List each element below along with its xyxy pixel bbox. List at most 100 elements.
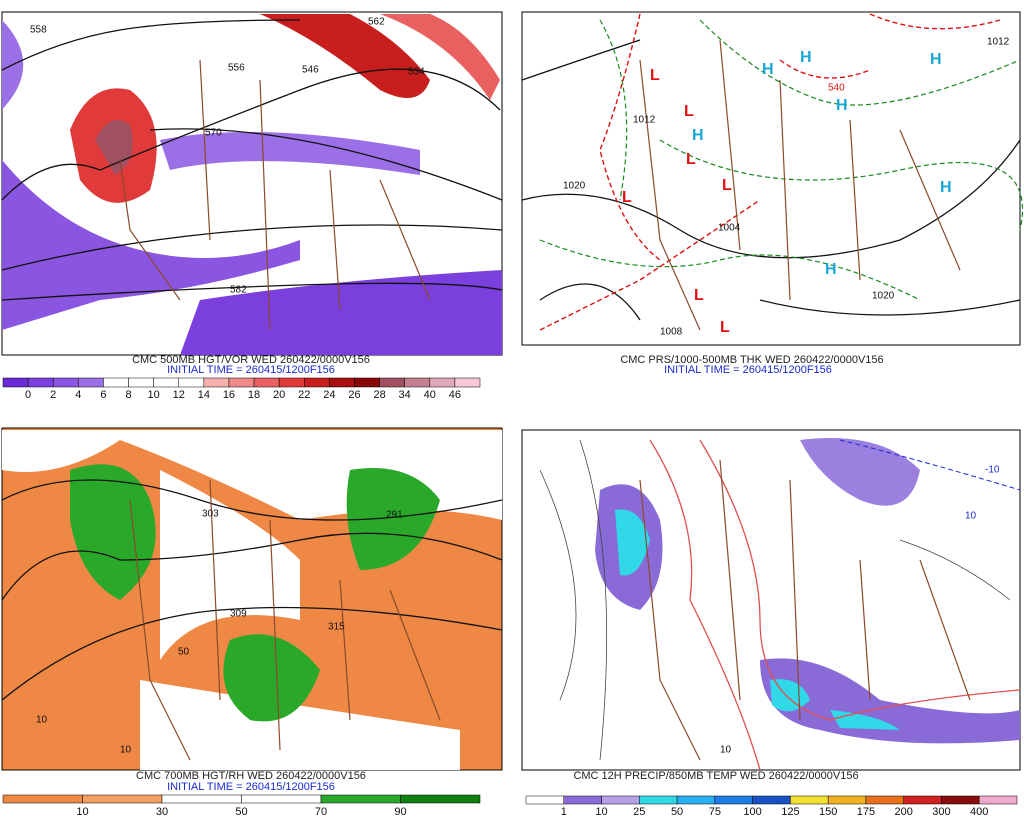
- colorbar-swatch: [78, 377, 104, 388]
- pressure-contour: [539, 439, 1011, 761]
- colorbar-label: 16: [223, 389, 235, 401]
- high-marker: H: [825, 261, 837, 278]
- colorbar-label: 25: [633, 806, 645, 818]
- colorbar-label: 4: [75, 389, 81, 401]
- contour-label: 558: [30, 25, 47, 36]
- colorbar-label: 300: [932, 806, 950, 818]
- colorbar-swatch: [82, 794, 163, 804]
- contour-label: 1012: [633, 115, 656, 126]
- thickness-contour: [539, 19, 1024, 301]
- colorbar-swatch: [525, 795, 565, 805]
- height-contour: [1, 224, 503, 271]
- rh-area: [70, 464, 156, 600]
- contour-label: 1012: [987, 37, 1010, 48]
- contour-label: 562: [368, 17, 385, 28]
- colorbar-label: 30: [156, 806, 168, 818]
- contour-label: 309: [230, 609, 247, 620]
- colorbar-label: 125: [781, 806, 799, 818]
- colorbar-swatch: [865, 795, 904, 805]
- colorbar: 10 30 50 70 90: [2, 794, 481, 818]
- contour-label: 570: [205, 128, 222, 139]
- panel-vorticity: 558 556 546 534 570 582 562 CMC 500MB HG…: [1, 11, 503, 401]
- initial-time: INITIAL TIME = 260415/1200F156: [167, 781, 335, 793]
- colorbar-label: 22: [298, 389, 310, 401]
- colorbar-swatch: [903, 795, 942, 805]
- colorbar-label: 34: [399, 389, 411, 401]
- panel-title: CMC 700MB HGT/RH WED 260422/0000V156: [136, 770, 366, 782]
- colorbar-label: 26: [348, 389, 360, 401]
- colorbar-label: 10: [148, 389, 160, 401]
- contour-label: 303: [202, 509, 219, 520]
- colorbar-label: 18: [248, 389, 260, 401]
- thickness-contour: [539, 13, 1001, 331]
- rh-area: [140, 680, 460, 770]
- contour-label: 10: [120, 745, 132, 756]
- colorbar-label: 1: [561, 806, 567, 818]
- colorbar-swatch: [103, 377, 129, 388]
- colorbar-swatch: [790, 795, 829, 805]
- low-marker: L: [650, 67, 660, 84]
- colorbar-label: 46: [449, 389, 461, 401]
- map-frame: [521, 11, 1021, 346]
- borders: [119, 59, 431, 331]
- colorbar-swatch: [639, 795, 678, 805]
- height-contour: [1, 479, 503, 701]
- colorbar-swatch: [241, 794, 322, 804]
- borders: [639, 459, 971, 761]
- contour-label: 1020: [563, 181, 586, 192]
- colorbar-swatch: [752, 795, 791, 805]
- contour-label: 10: [965, 511, 977, 522]
- colorbar-swatch: [354, 377, 380, 388]
- colorbar-label: 175: [857, 806, 875, 818]
- colorbar-swatch: [978, 795, 1018, 805]
- rh-area: [346, 468, 440, 570]
- colorbar-swatch: [2, 794, 83, 804]
- colorbar-swatch: [27, 377, 54, 388]
- high-marker: H: [930, 51, 942, 68]
- borders: [639, 39, 961, 331]
- colorbar-label: 12: [173, 389, 185, 401]
- contour-label: -10: [985, 465, 1000, 476]
- high-marker: H: [800, 49, 812, 66]
- colorbar-label: 0: [25, 389, 31, 401]
- colorbar-label: 200: [895, 806, 913, 818]
- contour-label: 10: [720, 745, 732, 756]
- vorticity-area: [260, 14, 430, 98]
- contour-label: 1004: [718, 223, 741, 234]
- contour-label: 10: [36, 715, 48, 726]
- colorbar-label: 75: [709, 806, 721, 818]
- colorbar-label: 70: [315, 806, 327, 818]
- colorbar-label: 400: [970, 806, 988, 818]
- colorbar-swatch: [52, 377, 79, 388]
- colorbar-swatch: [601, 795, 640, 805]
- colorbar-label: 14: [198, 389, 210, 401]
- panel-title: CMC 500MB HGT/VOR WED 260422/0000V156: [132, 354, 370, 366]
- colorbar-label: 50: [235, 806, 247, 818]
- colorbar-swatch: [379, 377, 405, 388]
- colorbar-swatch: [941, 795, 980, 805]
- colorbar-swatch: [228, 377, 255, 388]
- isobar: [521, 39, 1021, 321]
- height-contour: [1, 19, 301, 71]
- high-marker: H: [762, 61, 774, 78]
- vorticity-area: [380, 14, 500, 100]
- colorbar-swatch: [563, 795, 602, 805]
- colorbar-swatch: [153, 377, 179, 388]
- colorbar-swatch: [827, 795, 867, 805]
- vorticity-area: [160, 132, 420, 175]
- colorbar-swatch: [329, 377, 355, 388]
- contour-label: 546: [302, 65, 319, 76]
- height-contour: [149, 128, 503, 201]
- panel-humidity: 303 291 309 315 10 50 10 CMC 700MB HGT/R…: [1, 427, 503, 818]
- colorbar-swatch: [128, 377, 154, 388]
- colorbar-swatch: [304, 377, 330, 388]
- colorbar-label: 2: [50, 389, 56, 401]
- contour-label: 1008: [660, 327, 683, 338]
- initial-time: INITIAL TIME = 260415/1200F156: [167, 364, 335, 376]
- colorbar-swatch: [203, 377, 230, 388]
- contour-label: 540: [828, 83, 845, 94]
- colorbar-swatch: [2, 377, 29, 388]
- colorbar-swatch: [714, 795, 753, 805]
- colorbar-label: 20: [273, 389, 285, 401]
